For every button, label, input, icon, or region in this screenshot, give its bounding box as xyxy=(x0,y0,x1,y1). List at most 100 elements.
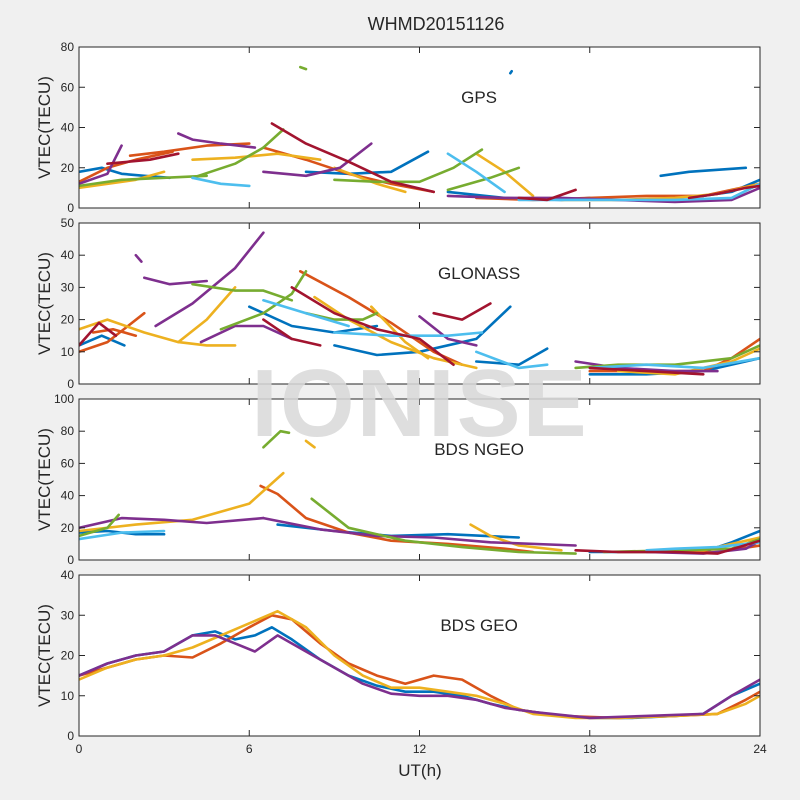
series-line-10 xyxy=(191,152,322,161)
series-line-15 xyxy=(177,132,257,149)
series-line-7 xyxy=(469,523,563,552)
y-tick-label: 60 xyxy=(61,456,75,470)
series-line-9 xyxy=(79,318,237,347)
series-line-23 xyxy=(191,176,251,188)
series-line-5 xyxy=(79,150,174,184)
series-line-18 xyxy=(79,174,208,188)
series-line-28 xyxy=(517,188,577,202)
series-line-29 xyxy=(262,318,322,347)
y-tick-label: 0 xyxy=(67,729,74,743)
series-line-19 xyxy=(574,360,719,373)
series-line-14 xyxy=(310,497,577,555)
y-tick-label: 10 xyxy=(61,689,75,703)
x-tick-label: 18 xyxy=(583,742,597,756)
panel-label: BDS GEO xyxy=(440,616,517,635)
y-tick-label: 0 xyxy=(67,201,74,215)
y-tick-label: 20 xyxy=(61,313,75,327)
y-tick-label: 40 xyxy=(61,121,75,135)
series-line-5 xyxy=(79,471,285,533)
y-tick-label: 40 xyxy=(61,248,75,262)
series-line-12 xyxy=(369,305,430,360)
series-line-32 xyxy=(588,366,705,376)
series-line-26 xyxy=(106,152,180,165)
series-line-3 xyxy=(79,634,760,720)
series-line-20 xyxy=(333,148,484,184)
y-tick-label: 80 xyxy=(61,40,75,54)
series-line-12 xyxy=(79,513,120,538)
series-line-14 xyxy=(79,144,123,186)
series-line-6 xyxy=(304,439,316,449)
series-line-1 xyxy=(248,305,379,334)
x-axis-label: UT(h) xyxy=(398,761,441,780)
series-line-23 xyxy=(574,344,760,370)
series-line-16 xyxy=(262,142,373,178)
plot-area xyxy=(79,399,760,560)
y-tick-label: 30 xyxy=(61,608,75,622)
y-tick-label: 60 xyxy=(61,80,75,94)
series-line-17 xyxy=(199,324,294,344)
series-line-17 xyxy=(645,540,760,552)
y-tick-label: 20 xyxy=(61,521,75,535)
series-line-19 xyxy=(191,128,285,180)
series-group xyxy=(79,429,760,555)
series-line-6 xyxy=(91,327,138,338)
series-line-30 xyxy=(508,69,514,75)
series-line-27 xyxy=(270,122,436,194)
x-tick-label: 24 xyxy=(753,742,767,756)
y-tick-label: 100 xyxy=(54,392,74,406)
series-line-3 xyxy=(474,347,549,367)
series-line-5 xyxy=(79,311,146,354)
y-tick-label: 20 xyxy=(61,649,75,663)
chart-title: WHMD20151126 xyxy=(368,14,505,34)
series-line-27 xyxy=(588,356,760,370)
panel-0: 0 20 40 60 80 VTEC(TECU) GPS xyxy=(35,40,761,215)
series-line-0 xyxy=(79,166,172,180)
series-line-16 xyxy=(154,231,265,328)
panel-1: 0 10 20 30 40 50 VTEC(TECU) GLONASS xyxy=(35,216,761,391)
y-tick-label: 10 xyxy=(61,345,75,359)
series-line-10 xyxy=(262,516,577,547)
panel-3: 0 10 20 30 40 VTEC(TECU) BDS GEO xyxy=(35,568,761,743)
y-axis-label: VTEC(TECU) xyxy=(35,604,54,707)
series-line-16 xyxy=(79,529,166,541)
series-line-25 xyxy=(517,182,760,202)
y-tick-label: 40 xyxy=(61,489,75,503)
y-axis-label: VTEC(TECU) xyxy=(35,252,54,355)
series-line-25 xyxy=(333,331,484,338)
y-tick-label: 40 xyxy=(61,568,75,582)
plot-area xyxy=(79,575,760,736)
y-axis-label: VTEC(TECU) xyxy=(35,428,54,531)
panel-label: GPS xyxy=(461,88,497,107)
y-tick-label: 20 xyxy=(61,161,75,175)
series-line-3 xyxy=(259,484,535,554)
y-axis-label: VTEC(TECU) xyxy=(35,76,54,179)
panel-label: BDS NGEO xyxy=(434,440,524,459)
series-line-10 xyxy=(177,286,237,344)
series-line-18 xyxy=(574,539,760,555)
series-group xyxy=(79,65,760,204)
series-line-28 xyxy=(79,321,118,347)
series-line-3 xyxy=(659,166,748,178)
series-line-9 xyxy=(79,170,166,190)
series-line-24 xyxy=(262,298,350,328)
panel-2: 0 20 40 60 80 100 VTEC(TECU) BDS NGEO xyxy=(35,392,761,567)
y-tick-label: 50 xyxy=(61,216,75,230)
series-line-13 xyxy=(262,429,291,449)
y-tick-label: 0 xyxy=(67,377,74,391)
x-tick-label: 12 xyxy=(413,742,427,756)
series-line-15 xyxy=(143,276,208,286)
series-line-22 xyxy=(298,65,308,71)
y-tick-label: 30 xyxy=(61,280,75,294)
series-line-29 xyxy=(687,184,760,200)
series-group xyxy=(79,231,760,376)
series-line-11 xyxy=(333,166,407,194)
series-group xyxy=(79,609,760,720)
y-tick-label: 0 xyxy=(67,553,74,567)
series-line-0 xyxy=(79,334,126,347)
watermark-text: IONISE xyxy=(251,350,588,457)
plot-area xyxy=(79,47,760,208)
series-line-20 xyxy=(191,282,294,302)
series-line-14 xyxy=(134,253,143,263)
